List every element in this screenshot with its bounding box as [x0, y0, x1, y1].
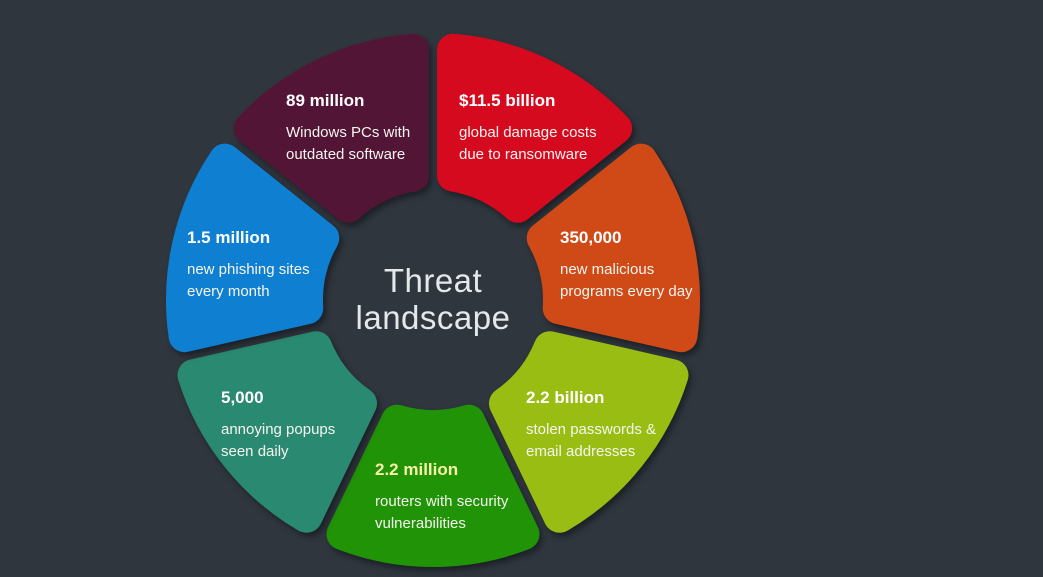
center-title-line2: landscape	[355, 299, 511, 336]
segment-value: 2.2 billion	[526, 388, 605, 407]
segment-label-annoying-popups: 5,000 annoying popups seen daily	[221, 388, 335, 463]
segment-desc-line: outdated software	[286, 146, 406, 163]
segment-desc-line: seen daily	[221, 443, 289, 460]
segment-label-outdated-windows-pcs: 89 million Windows PCs with outdated sof…	[286, 91, 410, 166]
segment-malicious-programs	[526, 143, 700, 353]
segment-label-ransomware-damage: $11.5 billion global damage costs due to…	[459, 91, 597, 166]
segment-desc-line: global damage costs	[459, 124, 597, 141]
segment-label-phishing-sites: 1.5 million new phishing sites every mon…	[187, 228, 310, 303]
segment-desc-line: stolen passwords &	[526, 421, 657, 438]
segment-value: $11.5 billion	[459, 91, 556, 110]
segment-desc-line: annoying popups	[221, 421, 336, 438]
segment-desc-line: new phishing sites	[187, 261, 310, 278]
segment-vulnerable-routers	[326, 404, 540, 567]
segment-desc-line: due to ransomware	[459, 146, 588, 163]
segment-value: 350,000	[560, 228, 622, 247]
segment-desc-line: vulnerabilities	[375, 515, 466, 532]
segment-label-stolen-passwords: 2.2 billion stolen passwords & email add…	[526, 388, 656, 463]
segment-stolen-passwords	[488, 331, 689, 533]
segment-value: 89 million	[286, 91, 365, 110]
segment-desc-line: routers with security	[375, 493, 509, 510]
chart-center-title: Threat landscape	[283, 262, 583, 336]
segment-phishing-sites	[166, 143, 340, 353]
segment-desc-line: programs every day	[560, 283, 693, 300]
segment-outdated-windows-pcs	[233, 33, 429, 223]
segment-annoying-popups	[177, 331, 378, 533]
segment-desc-line: email addresses	[526, 443, 636, 460]
segment-value: 1.5 million	[187, 228, 271, 247]
segment-value: 5,000	[221, 388, 264, 407]
segment-value: 2.2 million	[375, 460, 459, 479]
segment-label-vulnerable-routers: 2.2 million routers with security vulner…	[375, 460, 508, 535]
segment-ransomware-damage	[437, 33, 633, 223]
center-title-line1: Threat	[383, 262, 483, 299]
segment-desc-line: new malicious	[560, 261, 655, 278]
segment-label-malicious-programs: 350,000 new malicious programs every day	[560, 228, 693, 303]
segment-desc-line: every month	[187, 283, 270, 300]
segment-desc-line: Windows PCs with	[286, 124, 411, 141]
